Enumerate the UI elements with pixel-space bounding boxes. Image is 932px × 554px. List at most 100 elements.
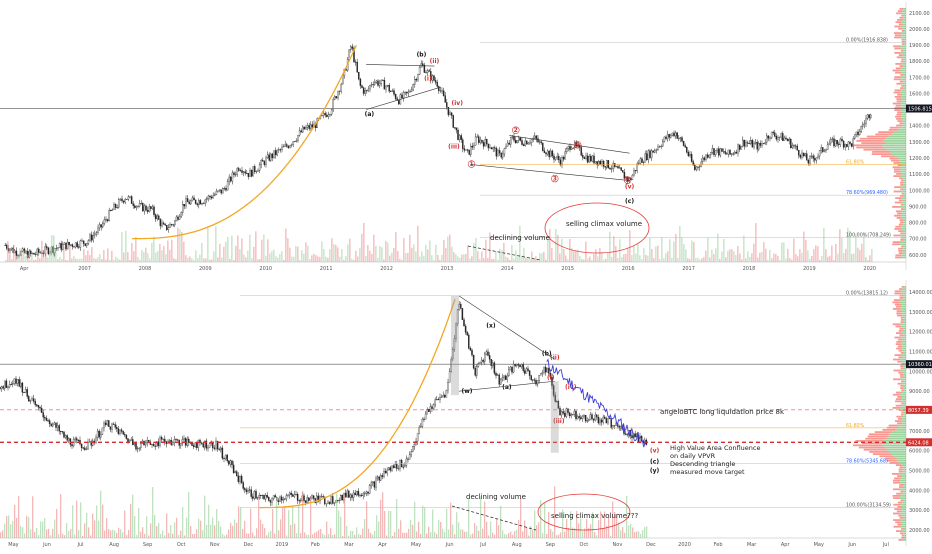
candle-body xyxy=(612,163,614,169)
vp-bar-red xyxy=(892,495,900,497)
volume-bar xyxy=(647,255,649,262)
candle-body xyxy=(812,155,814,159)
candle-body xyxy=(831,138,834,140)
volume-bar xyxy=(192,534,194,538)
volume-bar xyxy=(599,248,601,262)
volume-bar xyxy=(288,510,290,538)
volume-bar xyxy=(203,258,205,262)
candle-body xyxy=(608,418,611,420)
volume-bar xyxy=(331,238,333,262)
candle-body xyxy=(441,90,443,92)
volume-bar xyxy=(579,256,581,262)
candle-body xyxy=(426,70,429,73)
candle-body xyxy=(865,118,867,124)
candle-body xyxy=(351,494,353,498)
volume-bar xyxy=(101,258,103,262)
volume-bar xyxy=(473,243,475,262)
candle-body xyxy=(796,145,798,151)
candle-body xyxy=(481,139,483,143)
triangle-top xyxy=(366,64,435,67)
candle-body xyxy=(328,501,331,504)
vp-bar-green xyxy=(902,199,906,202)
candle-body xyxy=(486,139,488,145)
volume-bar xyxy=(231,235,233,262)
candle-body xyxy=(817,155,819,158)
vp-bar-red xyxy=(895,67,902,70)
candle-body xyxy=(394,94,397,99)
fib-label: 61.80% xyxy=(846,159,865,165)
volume-bar xyxy=(197,258,199,262)
volume-bar xyxy=(749,256,751,262)
volume-bar xyxy=(126,535,128,538)
volume-bar xyxy=(54,519,56,538)
candle-body xyxy=(223,188,226,190)
candle-body xyxy=(349,494,352,498)
volume-bar xyxy=(163,246,165,262)
candle-body xyxy=(110,210,112,212)
volume-bar xyxy=(871,248,873,262)
vp-bar-green xyxy=(902,396,906,398)
volume-bar xyxy=(713,253,715,262)
volume-bar xyxy=(683,244,685,262)
candle-body xyxy=(551,150,554,157)
volume-bar xyxy=(95,258,97,262)
volume-bar xyxy=(709,257,711,262)
volume-bar xyxy=(663,258,665,262)
candle-body xyxy=(615,423,617,426)
candle-body xyxy=(128,439,131,442)
volume-bar xyxy=(829,255,831,262)
y-tick-label: 1100.00 xyxy=(909,172,930,178)
volume-bar xyxy=(402,532,404,538)
candle-body xyxy=(112,423,115,425)
candle-body xyxy=(764,142,766,144)
vp-bar-green xyxy=(900,477,906,480)
volume-bar xyxy=(202,530,204,538)
candle-body xyxy=(231,460,233,466)
candle-body xyxy=(96,430,99,438)
volume-bar xyxy=(472,533,474,538)
volume-bar xyxy=(775,253,777,262)
candle-body xyxy=(360,495,363,496)
candle-body xyxy=(240,476,243,483)
candle-body xyxy=(350,46,352,50)
candle-body xyxy=(793,145,795,147)
candle-body xyxy=(324,496,326,504)
volume-bar xyxy=(373,234,375,262)
y-tick-label: 5000.00 xyxy=(909,469,930,475)
vp-bar-green xyxy=(903,413,906,416)
candle-body xyxy=(460,303,462,309)
volume-bar xyxy=(337,247,339,262)
volume-bar xyxy=(90,535,92,538)
vp-bar-red xyxy=(892,358,901,361)
volume-bar xyxy=(111,250,113,262)
volume-bar xyxy=(733,251,735,262)
candle-body xyxy=(383,80,386,90)
volume-bar xyxy=(771,258,773,262)
vp-bar-green xyxy=(897,459,906,462)
volume-bar xyxy=(558,534,560,538)
candle-body xyxy=(239,476,241,482)
vp-bar-green xyxy=(893,131,906,133)
volume-bar xyxy=(661,237,663,262)
vp-bar-green xyxy=(900,292,906,295)
candle-body xyxy=(375,477,377,488)
volume-bar xyxy=(254,535,256,538)
candle-body xyxy=(512,363,515,373)
volume-bar xyxy=(344,495,346,538)
vp-bar-red xyxy=(895,115,902,118)
vp-bar-green xyxy=(900,175,906,177)
volume-bar xyxy=(252,532,254,538)
vp-bar-red xyxy=(894,477,901,480)
vp-bar-red xyxy=(893,299,901,301)
wave-label: (a) xyxy=(365,111,375,118)
candle-body xyxy=(127,438,129,442)
volume-bar xyxy=(86,512,88,538)
vp-bar-green xyxy=(884,446,906,449)
volume-bar xyxy=(865,257,867,262)
wave-label: (w) xyxy=(461,388,472,395)
vp-bar-green xyxy=(900,91,906,94)
volume-bar xyxy=(216,509,218,538)
candle-body xyxy=(26,389,28,397)
candle-body xyxy=(204,199,206,204)
vp-bar-green xyxy=(903,203,906,206)
